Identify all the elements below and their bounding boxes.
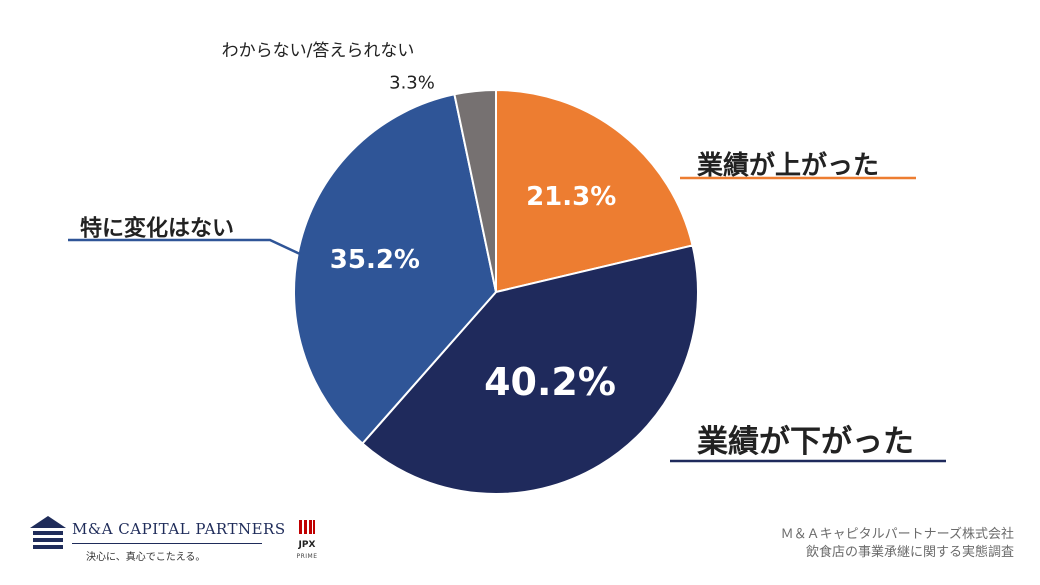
slice-category-label: わからない/答えられない	[222, 41, 415, 61]
slice-value-label: 35.2%	[330, 245, 420, 275]
slice-value-label: 40.2%	[484, 360, 616, 404]
slice-category-label: 特に変化はない	[80, 216, 234, 242]
credit-company: Ｍ＆Ａキャピタルパートナーズ株式会社	[780, 527, 1014, 542]
slice-category-label: 業績が下がった	[697, 424, 914, 460]
ma-logo-name: M&A CAPITAL PARTNERS	[72, 520, 286, 538]
ma-logo-icon	[30, 516, 66, 549]
slice-category-label: 業績が上がった	[697, 150, 879, 181]
pie-slice	[453, 88, 497, 293]
credit-survey-title: 飲食店の事業承継に関する実態調査	[805, 545, 1014, 560]
pie-slice	[361, 244, 699, 495]
jpx-logo-icon	[299, 520, 315, 534]
ma-logo-rule	[72, 543, 262, 544]
ma-capital-partners-logo: M&A CAPITAL PARTNERS 決心に、真心でこたえる。	[30, 512, 285, 572]
slice-value-label: 21.3%	[526, 182, 616, 212]
jpx-prime-badge: JPX PRIME	[290, 518, 324, 568]
slice-value-label: 3.3%	[389, 73, 435, 94]
ma-logo-tagline: 決心に、真心でこたえる。	[86, 552, 206, 563]
source-credit: Ｍ＆Ａキャピタルパートナーズ株式会社 飲食店の事業承継に関する実態調査	[781, 526, 1014, 562]
pie-slice	[293, 93, 498, 445]
callout-leader-line	[68, 238, 301, 256]
jpx-segment: PRIME	[296, 553, 318, 560]
jpx-name: JPX	[298, 540, 316, 550]
pie-slice	[495, 88, 694, 294]
